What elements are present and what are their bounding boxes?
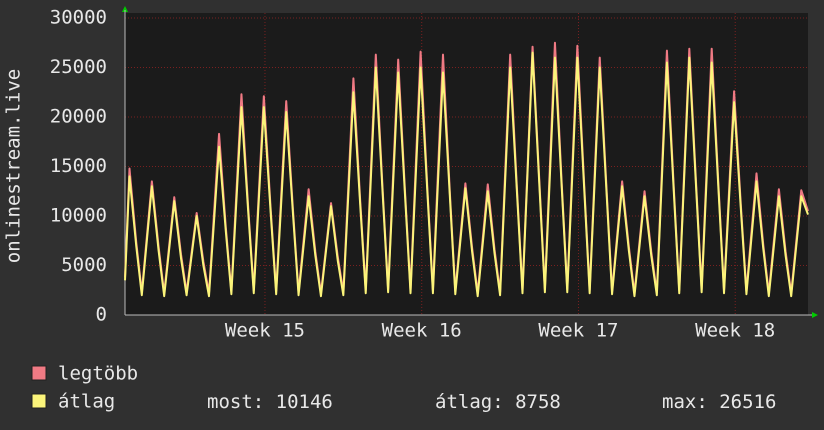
legend-label: legtöbb — [58, 363, 138, 385]
y-tick-label: 25000 — [50, 56, 107, 78]
legend-swatch — [31, 393, 47, 409]
stat-label: max: — [662, 391, 708, 413]
x-tick-label: Week 17 — [538, 320, 618, 342]
plot-area — [125, 13, 808, 315]
x-tick-label: Week 18 — [695, 320, 775, 342]
stat: max: 26516 — [662, 391, 776, 413]
y-tick-label: 5000 — [61, 254, 107, 276]
y-tick-label: 10000 — [50, 205, 107, 227]
legend-label: átlag — [58, 391, 115, 413]
stat: most: 10146 — [207, 391, 333, 413]
stat-label: most: — [207, 391, 264, 413]
series-line — [124, 51, 809, 298]
axis-arrow — [812, 312, 818, 318]
stat-label: átlag: — [435, 391, 504, 413]
x-tick-label: Week 15 — [225, 320, 305, 342]
stat: átlag: 8758 — [435, 391, 561, 413]
stat-value: 8758 — [515, 391, 561, 413]
axis-arrow — [122, 6, 128, 12]
y-axis-label: onlinestream.live — [3, 69, 25, 263]
y-tick-label: 20000 — [50, 106, 107, 128]
y-tick-label: 0 — [96, 304, 107, 326]
y-tick-label: 30000 — [50, 7, 107, 29]
stat-value: 10146 — [276, 391, 333, 413]
x-tick-label: Week 16 — [382, 320, 462, 342]
y-tick-label: 15000 — [50, 155, 107, 177]
legend-swatch — [31, 365, 47, 381]
stat-value: 26516 — [719, 391, 776, 413]
